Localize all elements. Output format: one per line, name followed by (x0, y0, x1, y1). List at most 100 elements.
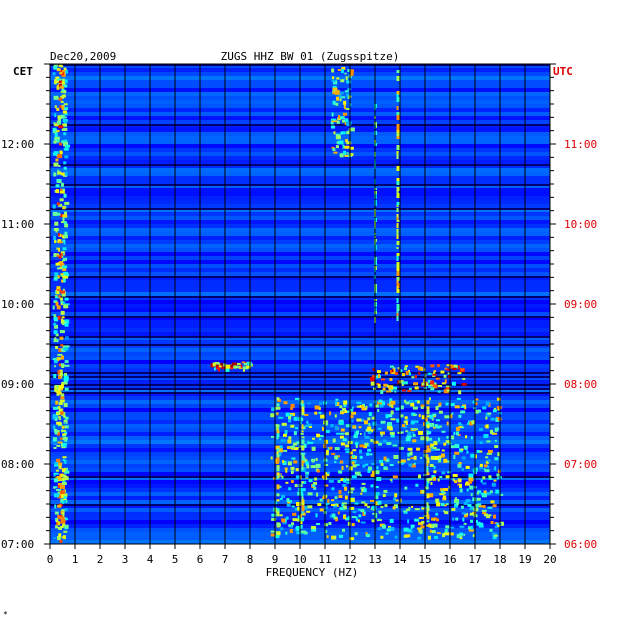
heat-cell (371, 462, 376, 465)
heat-cell (356, 471, 361, 476)
heat-cell (293, 447, 299, 451)
heat-cell (499, 521, 504, 526)
heat-cell (441, 430, 446, 433)
heat-cell (399, 431, 404, 434)
heat-cell (64, 431, 68, 435)
heat-cell (56, 536, 61, 541)
heat-cell (294, 484, 298, 488)
heat-cell (62, 480, 66, 483)
heat-cell (56, 421, 62, 425)
heat-cell (403, 527, 409, 532)
heat-cell (335, 133, 340, 137)
heat-cell (459, 525, 465, 528)
heat-cell (374, 492, 380, 496)
heat-cell (63, 242, 66, 245)
heat-cell (459, 483, 463, 488)
heat-cell (63, 107, 68, 111)
heat-cell (59, 214, 64, 218)
heat-cell (412, 413, 417, 416)
heat-cell (496, 397, 501, 401)
heat-cell (281, 422, 287, 426)
heat-cell (63, 530, 68, 533)
heat-cell (396, 229, 399, 233)
heat-cell (332, 100, 336, 105)
heat-cell (405, 437, 411, 442)
heat-cell (57, 484, 61, 488)
heat-cell (390, 418, 396, 421)
heat-cell (62, 70, 66, 75)
heat-cell (276, 511, 280, 517)
heat-cell (424, 486, 429, 490)
heat-cell (451, 435, 455, 440)
heat-cell (58, 255, 62, 259)
heat-cell (361, 482, 366, 485)
heat-cell (472, 469, 476, 473)
heat-cell (55, 277, 58, 280)
heat-cell (398, 446, 404, 450)
heat-cell (385, 458, 390, 462)
heat-cell (339, 153, 344, 158)
heat-cell (60, 290, 66, 294)
heat-cell (461, 382, 467, 386)
heat-cell (433, 426, 437, 429)
heat-cell (348, 491, 354, 494)
heat-cell (333, 151, 338, 154)
heat-cell (426, 460, 429, 463)
heat-cell (286, 498, 290, 503)
heat-cell (342, 407, 347, 411)
heat-cell (411, 376, 415, 379)
heat-cell (396, 70, 400, 73)
heat-cell (62, 259, 66, 262)
heat-cell (54, 417, 58, 421)
heat-cell (499, 493, 504, 496)
heat-cell (383, 466, 388, 470)
heat-cell (386, 390, 392, 393)
y-left-tick-label: 07:00 (1, 538, 34, 551)
heat-cell (53, 360, 58, 364)
heat-cell (63, 346, 69, 351)
heat-cell (287, 461, 292, 466)
heat-cell (340, 478, 345, 482)
heat-cell (56, 444, 61, 447)
heat-cell (315, 513, 318, 518)
heat-cell (292, 512, 297, 516)
heat-cell (357, 508, 361, 511)
heat-cell (399, 498, 402, 503)
heat-cell (320, 414, 326, 419)
heat-cell (351, 523, 355, 527)
heat-cell (58, 462, 63, 466)
heat-cell (301, 512, 306, 516)
heat-cell (332, 85, 337, 88)
heat-cell (352, 464, 357, 468)
heat-cell (371, 416, 376, 420)
heat-cell (363, 511, 366, 515)
heat-cell (340, 79, 345, 83)
heat-cell (396, 253, 400, 256)
heat-cell (292, 518, 298, 522)
heat-cell (57, 495, 62, 499)
heat-cell (53, 322, 57, 326)
heat-cell (57, 289, 62, 292)
heat-cell (441, 449, 445, 452)
heat-cell (276, 454, 280, 460)
heat-cell (335, 398, 339, 401)
heat-cell (312, 437, 316, 440)
heat-cell (423, 449, 428, 453)
heat-cell (299, 524, 303, 529)
heat-cell (454, 480, 458, 484)
corner-mark: * (3, 610, 8, 619)
heat-cell (345, 444, 350, 448)
heat-cell (442, 504, 447, 507)
heat-cell (426, 511, 429, 515)
heat-cell (52, 406, 58, 410)
heat-cell (396, 268, 400, 271)
heat-cell (63, 304, 69, 309)
heat-cell (477, 409, 481, 413)
heat-cell (326, 535, 329, 539)
heat-cell (334, 90, 339, 95)
heat-cell (444, 379, 447, 384)
heat-cell (440, 503, 445, 507)
heat-cell (457, 463, 462, 468)
heat-cell (355, 444, 358, 448)
heat-cell (408, 372, 411, 376)
